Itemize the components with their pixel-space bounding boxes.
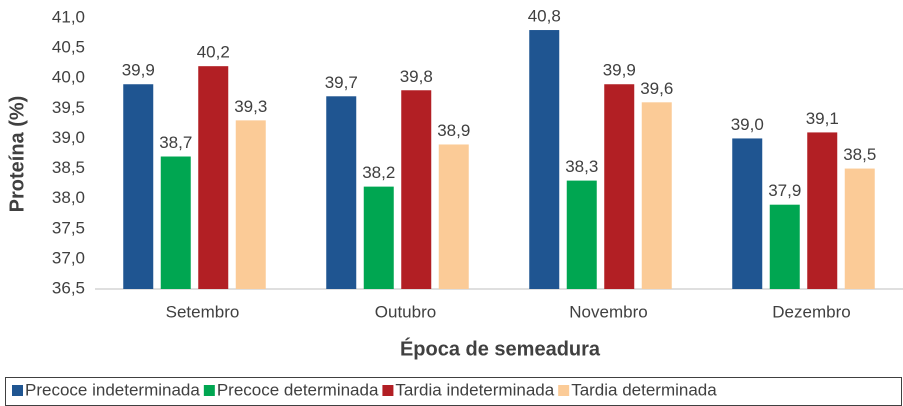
legend-swatch (558, 385, 570, 396)
legend-label: Tardia determinada (571, 380, 717, 399)
value-label: 39,9 (603, 61, 636, 80)
y-tick-label: 40,5 (52, 38, 85, 57)
bar (566, 180, 597, 289)
value-label: 38,9 (437, 121, 470, 140)
bar (641, 102, 672, 289)
x-tick-label: Novembro (569, 302, 647, 321)
bar (807, 132, 838, 289)
bar (326, 96, 357, 290)
bar (844, 168, 875, 289)
value-label: 39,9 (122, 61, 155, 80)
value-label: 38,3 (565, 157, 598, 176)
legend-label: Precoce indeterminada (25, 380, 200, 399)
legend-swatch (203, 385, 215, 396)
value-label: 37,9 (768, 181, 801, 200)
bar (604, 84, 635, 289)
y-tick-label: 38,5 (52, 158, 85, 177)
x-tick-label: Dezembro (772, 302, 850, 321)
legend-label: Tardia indeterminada (395, 380, 554, 399)
value-label: 38,5 (843, 145, 876, 164)
value-label: 40,2 (197, 43, 230, 62)
y-tick-label: 39,0 (52, 128, 85, 147)
bar (401, 90, 432, 290)
bar (123, 84, 154, 289)
x-axis-title: Época de semeadura (400, 337, 601, 360)
value-label: 39,7 (325, 73, 358, 92)
value-label: 38,7 (159, 133, 192, 152)
value-label: 39,1 (806, 109, 839, 128)
value-label: 39,3 (234, 97, 267, 116)
y-tick-label: 37,0 (52, 248, 85, 267)
value-label: 40,8 (528, 7, 561, 26)
bar (438, 144, 469, 289)
y-tick-label: 39,5 (52, 98, 85, 117)
legend-label: Precoce determinada (217, 380, 379, 399)
value-label: 39,6 (640, 79, 673, 98)
y-tick-label: 37,5 (52, 218, 85, 237)
y-tick-label: 41,0 (52, 7, 85, 26)
y-tick-label: 40,0 (52, 68, 85, 87)
y-tick-label: 38,0 (52, 188, 85, 207)
bar (529, 30, 560, 290)
bar (769, 204, 800, 289)
x-tick-label: Outubro (375, 302, 436, 321)
value-label: 38,2 (362, 163, 395, 182)
bar (198, 66, 229, 289)
legend-swatch (12, 385, 23, 396)
y-axis-title: Proteína (%) (6, 96, 28, 213)
bar (160, 156, 191, 289)
bar (732, 138, 763, 289)
value-label: 39,8 (400, 67, 433, 86)
bar (363, 186, 394, 289)
x-tick-label: Setembro (166, 302, 240, 321)
bar (235, 120, 266, 289)
legend-swatch (382, 385, 394, 396)
value-label: 39,0 (731, 115, 764, 134)
y-tick-label: 36,5 (52, 278, 85, 297)
